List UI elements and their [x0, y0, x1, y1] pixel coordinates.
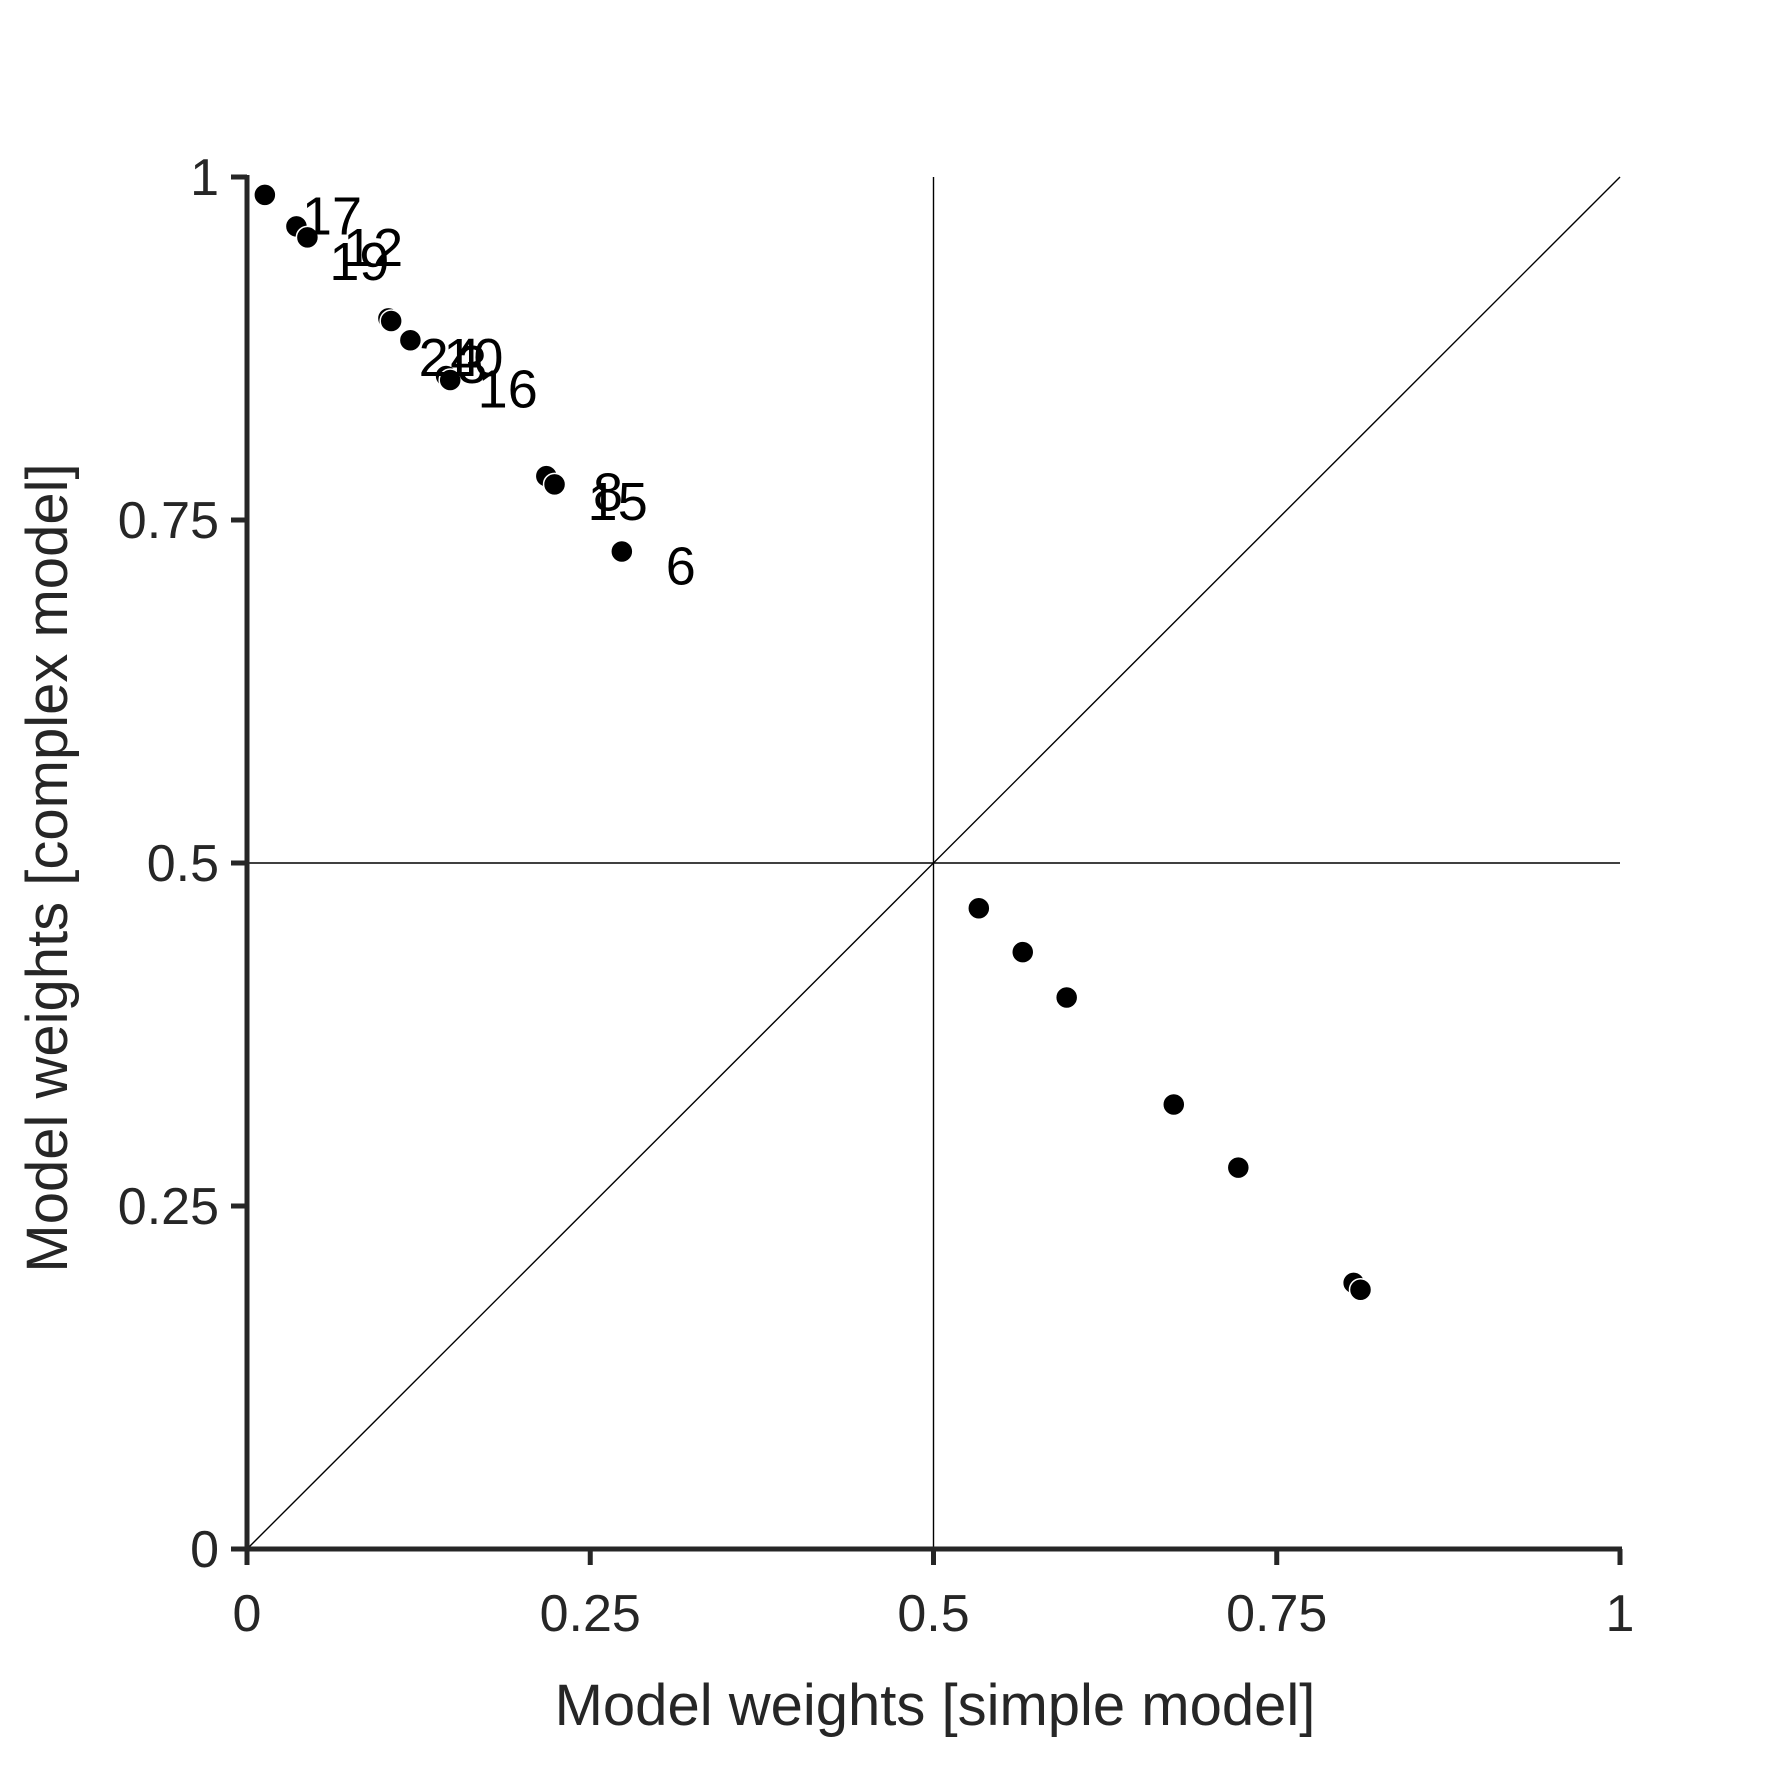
point-label: 10 — [443, 328, 503, 388]
point-label: 3 — [457, 335, 487, 395]
data-point — [295, 225, 320, 250]
point-label: 4 — [450, 328, 480, 388]
point-label: 5 — [618, 472, 648, 532]
y-tick-label: 1 — [190, 149, 219, 207]
y-tick-label: 0.25 — [118, 1178, 219, 1236]
point-label: 1 — [588, 472, 618, 532]
point-label: 17 — [302, 187, 362, 247]
x-tick-label: 0 — [233, 1585, 262, 1643]
point-label: 2 — [419, 328, 449, 388]
x-axis-label: Model weights [simple model] — [555, 1673, 1316, 1738]
point-label: 8 — [593, 462, 623, 522]
y-tick-label: 0 — [190, 1521, 219, 1579]
data-point — [398, 328, 423, 353]
data-point — [1010, 940, 1035, 964]
data-point — [1054, 985, 1079, 1010]
y-axis-label: Model weights [complex model] — [15, 463, 80, 1272]
data-point — [1348, 1277, 1373, 1302]
x-tick-label: 0.75 — [1226, 1585, 1327, 1643]
data-point — [438, 368, 462, 392]
x-tick-label: 1 — [1606, 1585, 1635, 1643]
reference-lines — [246, 176, 1621, 1550]
point-label: 6 — [666, 536, 696, 596]
point-label: 16 — [478, 359, 538, 419]
data-point — [1226, 1155, 1251, 1180]
y-tick-label: 0.75 — [118, 492, 219, 550]
data-points — [253, 183, 1373, 1302]
data-point — [253, 183, 277, 207]
point-label: 12 — [343, 218, 403, 278]
x-tick-label: 0.25 — [540, 1585, 641, 1643]
axis-ticks: 0 0.25 0.5 0.75 100.250.50.751 — [118, 149, 1635, 1643]
x-tick-label: 0.5 — [897, 1585, 969, 1643]
data-point — [610, 539, 634, 564]
data-point — [967, 896, 991, 921]
point-label: 19 — [329, 232, 389, 292]
data-point — [542, 472, 567, 497]
data-point — [379, 309, 403, 333]
y-tick-label: 0.5 — [147, 835, 219, 893]
data-point — [1162, 1092, 1186, 1117]
